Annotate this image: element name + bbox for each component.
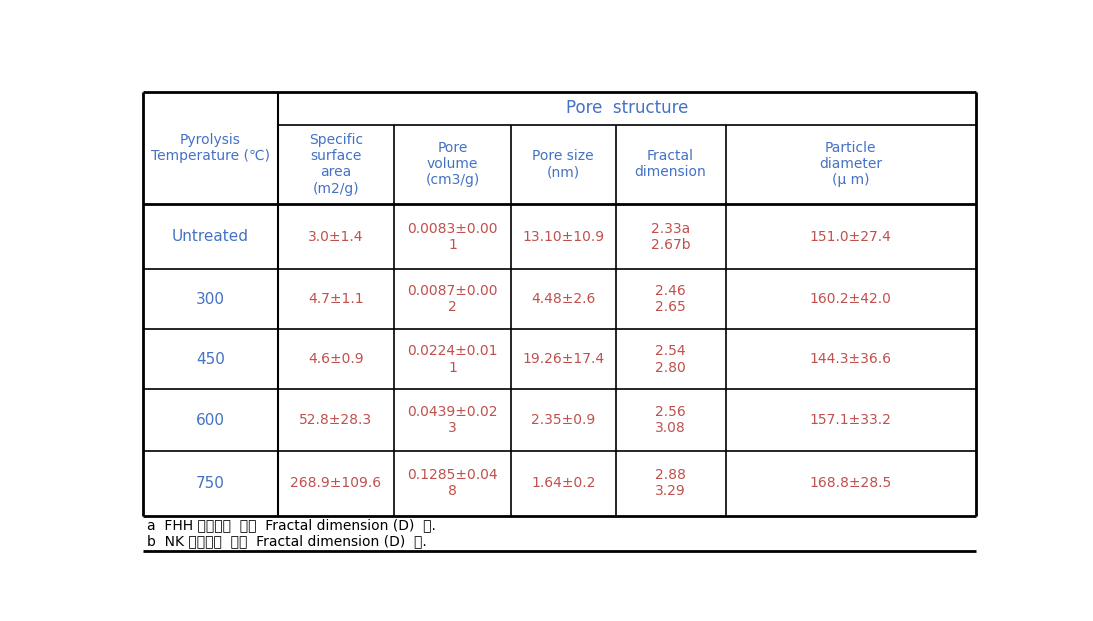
Text: 2.88
3.29: 2.88 3.29 xyxy=(655,468,686,499)
Text: 2.54
2.80: 2.54 2.80 xyxy=(655,344,686,374)
Text: 600: 600 xyxy=(196,413,225,428)
Text: 157.1±33.2: 157.1±33.2 xyxy=(810,413,892,427)
Text: 1.64±0.2: 1.64±0.2 xyxy=(531,476,596,491)
Text: b  NK 모델에서  얻은  Fractal dimension (D)  값.: b NK 모델에서 얻은 Fractal dimension (D) 값. xyxy=(148,534,427,548)
Text: 2.33a
2.67b: 2.33a 2.67b xyxy=(650,222,691,252)
Text: Pyrolysis
Temperature (℃): Pyrolysis Temperature (℃) xyxy=(151,133,270,163)
Text: 168.8±28.5: 168.8±28.5 xyxy=(810,476,892,491)
Text: Fractal
dimension: Fractal dimension xyxy=(635,149,706,179)
Text: 19.26±17.4: 19.26±17.4 xyxy=(522,353,604,366)
Text: 2.56
3.08: 2.56 3.08 xyxy=(655,405,686,435)
Text: 0.0224±0.01
1: 0.0224±0.01 1 xyxy=(408,344,497,374)
Text: 450: 450 xyxy=(196,352,225,367)
Text: 52.8±28.3: 52.8±28.3 xyxy=(299,413,373,427)
Text: 0.0087±0.00
2: 0.0087±0.00 2 xyxy=(408,284,497,314)
Text: 3.0±1.4: 3.0±1.4 xyxy=(308,230,364,243)
Text: 4.48±2.6: 4.48±2.6 xyxy=(531,292,596,306)
Text: 268.9±109.6: 268.9±109.6 xyxy=(291,476,381,491)
Text: 0.0439±0.02
3: 0.0439±0.02 3 xyxy=(408,405,497,435)
Text: Particle
diameter
(μ m): Particle diameter (μ m) xyxy=(820,141,882,188)
Text: 0.1285±0.04
8: 0.1285±0.04 8 xyxy=(407,468,497,499)
Text: 0.0083±0.00
1: 0.0083±0.00 1 xyxy=(408,222,497,252)
Text: 4.7±1.1: 4.7±1.1 xyxy=(308,292,364,306)
Text: Pore
volume
(cm3/g): Pore volume (cm3/g) xyxy=(425,141,480,188)
Text: Pore size
(nm): Pore size (nm) xyxy=(532,149,595,179)
Text: 13.10±10.9: 13.10±10.9 xyxy=(522,230,604,243)
Text: 160.2±42.0: 160.2±42.0 xyxy=(810,292,892,306)
Text: 300: 300 xyxy=(196,292,225,307)
Text: 4.6±0.9: 4.6±0.9 xyxy=(308,353,364,366)
Text: Untreated: Untreated xyxy=(172,229,249,244)
Text: 144.3±36.6: 144.3±36.6 xyxy=(810,353,892,366)
Text: Pore  structure: Pore structure xyxy=(565,99,687,117)
Text: Specific
surface
area
(m2/g): Specific surface area (m2/g) xyxy=(308,133,363,196)
Text: a  FHH 모델에서  얻은  Fractal dimension (D)  값.: a FHH 모델에서 얻은 Fractal dimension (D) 값. xyxy=(148,519,436,533)
Text: 2.35±0.9: 2.35±0.9 xyxy=(531,413,596,427)
Text: 2.46
2.65: 2.46 2.65 xyxy=(655,284,686,314)
Text: 750: 750 xyxy=(196,476,225,491)
Text: 151.0±27.4: 151.0±27.4 xyxy=(810,230,892,243)
